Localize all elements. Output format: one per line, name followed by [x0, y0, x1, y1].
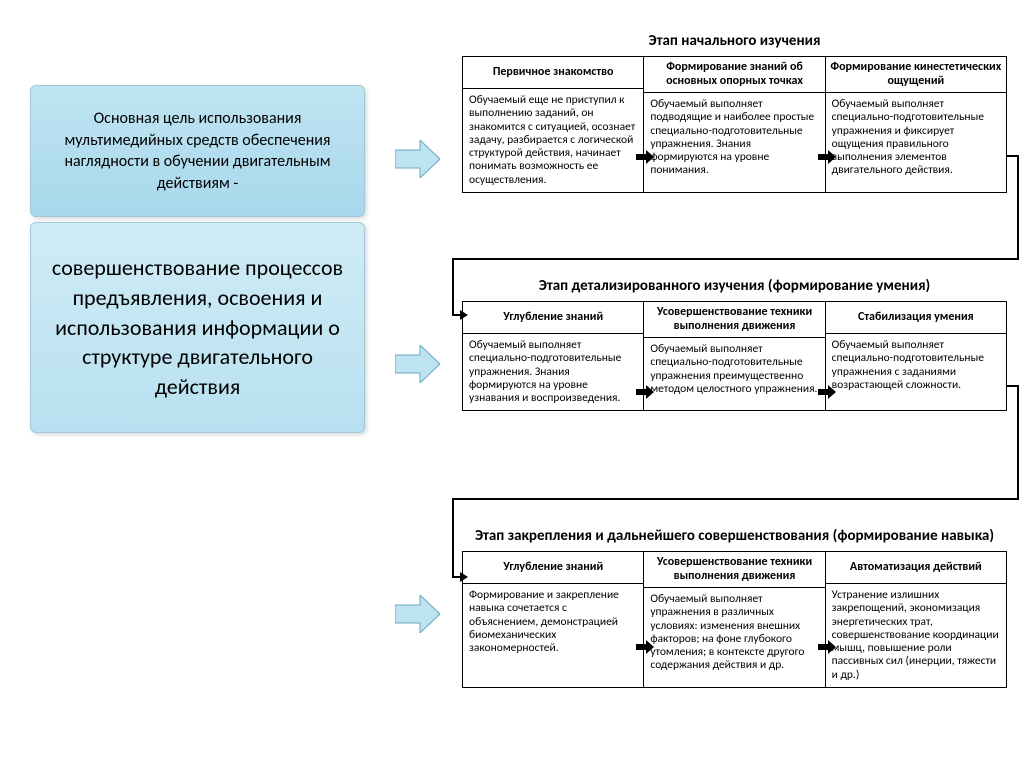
conn-s1-s2-d — [452, 258, 454, 316]
arrow-s1-c2-c3 — [818, 150, 836, 164]
stage-1: Этап начального изучения Первичное знако… — [462, 30, 1007, 193]
stage-1-row: Первичное знакомство Обучаемый еще не пр… — [462, 56, 1007, 193]
stage-2-col-3-head: Стабилизация умения — [826, 302, 1006, 334]
arrow-s1-c1-c2 — [636, 150, 654, 164]
stage-3-col-2-head: Усовершенствование техники выполнения дв… — [644, 552, 824, 588]
stage-1-col-1-head: Первичное знакомство — [463, 57, 643, 89]
stage-2-col-2-body: Обучаемый выполняет специально-подготови… — [644, 338, 824, 401]
stage-3: Этап закрепления и дальнейшего совершенс… — [462, 525, 1007, 688]
stage-3-col-3-body: Устранение излишних закрепощений, эконом… — [826, 584, 1006, 687]
stage-3-col-3: Автоматизация действий Устранение излишн… — [825, 551, 1007, 688]
stage-2: Этап детализированного изучения (формиро… — [462, 275, 1007, 411]
stage-2-row: Углубление знаний Обучаемый выполняет сп… — [462, 301, 1007, 411]
stage-3-col-1-body: Формирование и закрепление навыка сочета… — [463, 584, 643, 660]
conn-s1-s2-b — [1017, 155, 1019, 260]
stage-1-col-2-head: Формирование знаний об основных опорных … — [644, 57, 824, 93]
left-bottom-text: совершенствование процессов предъявления… — [52, 254, 343, 400]
stage-1-col-2-body: Обучаемый выполняет подводящие и наиболе… — [644, 93, 824, 182]
left-column: Основная цель использования мультимедийн… — [30, 85, 365, 433]
stage-3-row: Углубление знаний Формирование и закрепл… — [462, 551, 1007, 688]
stage-1-col-3: Формирование кинестетических ощущений Об… — [825, 56, 1007, 193]
stage-3-col-2: Усовершенствование техники выполнения дв… — [643, 551, 825, 688]
left-box-answer: совершенствование процессов предъявления… — [30, 222, 365, 432]
conn-s2-s3-head — [460, 572, 468, 582]
stage-2-col-1-body: Обучаемый выполняет специально-подготови… — [463, 334, 643, 410]
arrow-s2-c2-c3 — [818, 385, 836, 399]
left-box-goal: Основная цель использования мультимедийн… — [30, 85, 365, 217]
conn-s2-s3-d — [452, 498, 454, 578]
stage-2-col-1: Углубление знаний Обучаемый выполняет сп… — [462, 301, 644, 411]
stage-2-col-1-head: Углубление знаний — [463, 302, 643, 334]
arrow-to-stage-3 — [395, 595, 440, 633]
stage-3-col-2-body: Обучаемый выполняет упражнения в различн… — [644, 588, 824, 677]
stage-1-col-3-head: Формирование кинестетических ощущений — [826, 57, 1006, 93]
stage-1-col-1: Первичное знакомство Обучаемый еще не пр… — [462, 56, 644, 193]
arrow-to-stage-2 — [395, 345, 440, 383]
arrow-s2-c1-c2 — [636, 385, 654, 399]
stage-2-col-2: Усовершенствование техники выполнения дв… — [643, 301, 825, 411]
arrow-s3-c1-c2 — [636, 640, 654, 654]
stage-3-title: Этап закрепления и дальнейшего совершенс… — [462, 525, 1007, 551]
conn-s2-s3-c — [452, 498, 1019, 500]
stage-2-col-3-body: Обучаемый выполняет специально-подготови… — [826, 334, 1006, 397]
arrow-s3-c2-c3 — [818, 640, 836, 654]
stage-2-col-3: Стабилизация умения Обучаемый выполняет … — [825, 301, 1007, 411]
conn-s2-s3-b — [1017, 385, 1019, 500]
stage-1-col-2: Формирование знаний об основных опорных … — [643, 56, 825, 193]
stage-2-col-2-head: Усовершенствование техники выполнения дв… — [644, 302, 824, 338]
stage-3-col-1: Углубление знаний Формирование и закрепл… — [462, 551, 644, 688]
stage-1-col-3-body: Обучаемый выполняет специально-подготови… — [826, 93, 1006, 182]
stage-3-col-3-head: Автоматизация действий — [826, 552, 1006, 584]
stage-1-title: Этап начального изучения — [462, 30, 1007, 56]
stage-2-title: Этап детализированного изучения (формиро… — [462, 275, 1007, 301]
arrow-to-stage-1 — [395, 140, 440, 178]
conn-s1-s2-head — [460, 310, 468, 320]
stage-1-col-1-body: Обучаемый еще не приступил к выполнению … — [463, 89, 643, 192]
stage-3-col-1-head: Углубление знаний — [463, 552, 643, 584]
left-top-text: Основная цель использования мультимедийн… — [64, 109, 330, 193]
conn-s1-s2-c — [452, 258, 1019, 260]
